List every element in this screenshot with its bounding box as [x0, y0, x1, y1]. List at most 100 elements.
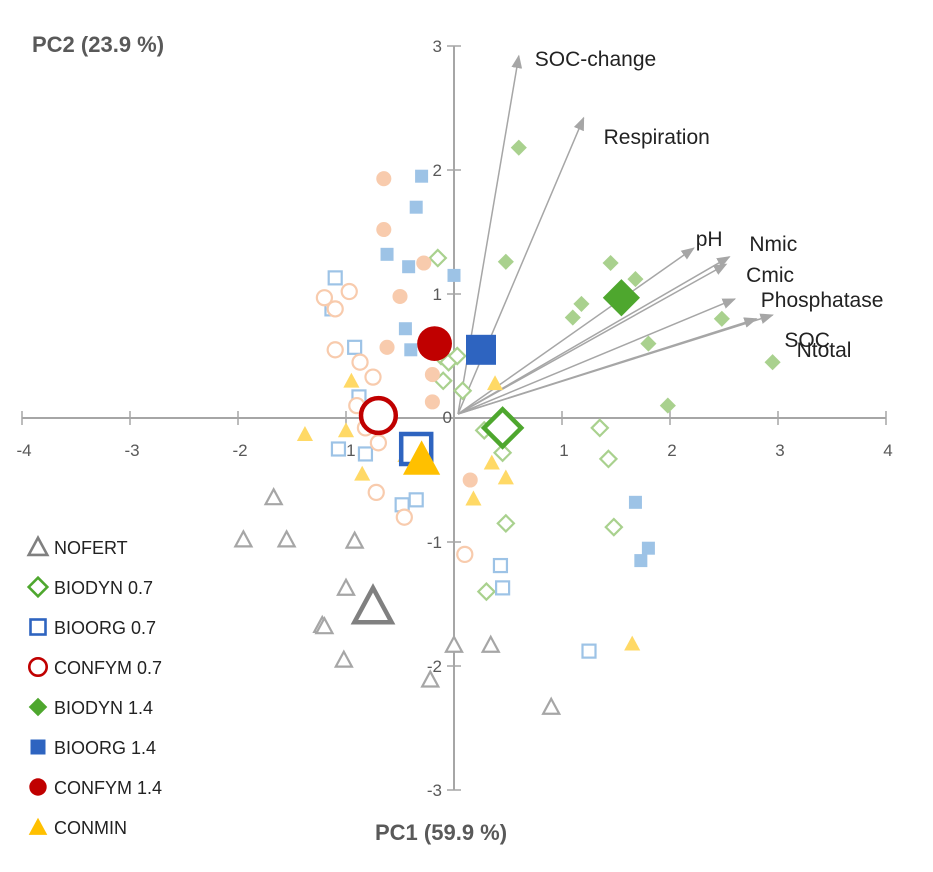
sample-point: [347, 339, 363, 355]
sample-point: [380, 247, 394, 261]
sample-point: [333, 649, 354, 668]
y-tick-label: 1: [433, 285, 442, 304]
sample-point: [447, 346, 467, 366]
legend[interactable]: NOFERT BIODYN 0.7 BIOORG 0.7 CONFYM 0.7 BIOD…: [26, 534, 162, 838]
loading-label: Ntotal: [797, 339, 852, 362]
legend-item[interactable]: NOFERT: [26, 534, 128, 558]
group-mean-marker: [466, 334, 496, 365]
sample-point: [343, 372, 360, 388]
sample-point: [541, 696, 562, 715]
sample-point: [590, 418, 610, 438]
y-axis-title: PC2 (23.9 %): [32, 32, 164, 57]
sample-point: [336, 577, 356, 596]
sample-point: [510, 139, 527, 156]
loading-label: Respiration: [604, 126, 710, 149]
sample-point: [602, 254, 619, 272]
legend-marker: [29, 618, 47, 636]
legend-item[interactable]: BIOORG 0.7: [29, 618, 157, 638]
sample-point: [416, 255, 432, 271]
x-tick-label: 2: [667, 441, 676, 460]
sample-points: [233, 139, 781, 715]
sample-point: [564, 309, 581, 326]
sample-point: [764, 354, 781, 371]
sample-point: [604, 517, 624, 537]
loading-arrows: SOC-change Respiration pH Nmic CmicPhosphata…: [457, 48, 884, 415]
x-tick-label: 3: [775, 441, 784, 460]
sample-point: [376, 221, 392, 238]
sample-point: [495, 580, 511, 596]
loading-label: SOC-change: [535, 48, 656, 71]
sample-point: [327, 270, 343, 286]
sample-point: [367, 483, 385, 502]
sample-point: [392, 288, 408, 305]
sample-point: [424, 367, 440, 383]
x-tick-label: -3: [124, 441, 139, 460]
sample-point: [476, 581, 497, 602]
loading-label: Phosphatase: [761, 289, 884, 312]
sample-point: [424, 394, 440, 410]
sample-point: [415, 169, 429, 183]
x-axis-title: PC1 (59.9 %): [375, 820, 507, 845]
legend-label: CONFYM 0.7: [54, 658, 162, 678]
x-tick-label: -4: [16, 441, 31, 460]
legend-marker: [26, 575, 50, 599]
legend-marker: [28, 817, 48, 835]
sample-point: [628, 495, 642, 509]
sample-point: [641, 541, 655, 555]
sample-point: [351, 353, 369, 371]
sample-point: [326, 341, 344, 359]
group-mean-marker: [480, 406, 525, 450]
sample-point: [369, 434, 388, 452]
sample-point: [486, 375, 504, 391]
sample-point: [296, 426, 314, 441]
sample-point: [276, 529, 297, 548]
legend-item[interactable]: BIODYN 0.7: [26, 575, 153, 599]
loading-arrow: [457, 256, 731, 415]
sample-point: [408, 492, 424, 508]
legend-marker: [29, 778, 47, 796]
sample-point: [420, 669, 441, 688]
group-mean-marker: [358, 395, 399, 436]
legend-marker: [26, 534, 50, 557]
sample-point: [627, 271, 644, 288]
loading-arrow: [457, 298, 737, 415]
legend-item[interactable]: CONFYM 1.4: [29, 778, 162, 798]
sample-point: [483, 454, 500, 470]
group-means: [350, 279, 640, 625]
loading-arrow: [457, 313, 774, 415]
legend-marker: [27, 656, 48, 677]
legend-label: CONFYM 1.4: [54, 778, 162, 798]
sample-point: [344, 530, 365, 549]
legend-label: CONMIN: [54, 818, 127, 838]
legend-item[interactable]: CONFYM 0.7: [27, 656, 162, 678]
legend-item[interactable]: BIOORG 1.4: [30, 738, 157, 758]
group-mean-marker: [403, 440, 441, 475]
group-mean-marker: [602, 279, 640, 317]
sample-point: [263, 486, 284, 506]
legend-item[interactable]: BIODYN 1.4: [28, 697, 153, 718]
sample-point: [456, 545, 474, 564]
y-tick-label: -3: [427, 781, 442, 800]
sample-point: [634, 554, 648, 568]
legend-marker: [30, 739, 46, 755]
sample-point: [598, 449, 619, 469]
sample-point: [376, 171, 392, 187]
axis-titles: PC2 (23.9 %) PC1 (59.9 %): [32, 32, 507, 845]
sample-point: [465, 490, 482, 506]
sample-point: [395, 508, 413, 526]
sample-point: [326, 300, 344, 318]
loading-arrow: [457, 263, 728, 415]
sample-point: [497, 469, 514, 485]
sample-point: [492, 557, 509, 574]
sample-point: [640, 335, 657, 352]
legend-label: BIODYN 1.4: [54, 698, 153, 718]
sample-point: [659, 397, 676, 414]
x-tick-label: 1: [559, 441, 568, 460]
sample-point: [340, 282, 358, 301]
loading-label: pH: [696, 228, 723, 251]
legend-item[interactable]: CONMIN: [28, 817, 127, 838]
sample-point: [402, 260, 416, 274]
legend-label: BIOORG 0.7: [54, 618, 156, 638]
